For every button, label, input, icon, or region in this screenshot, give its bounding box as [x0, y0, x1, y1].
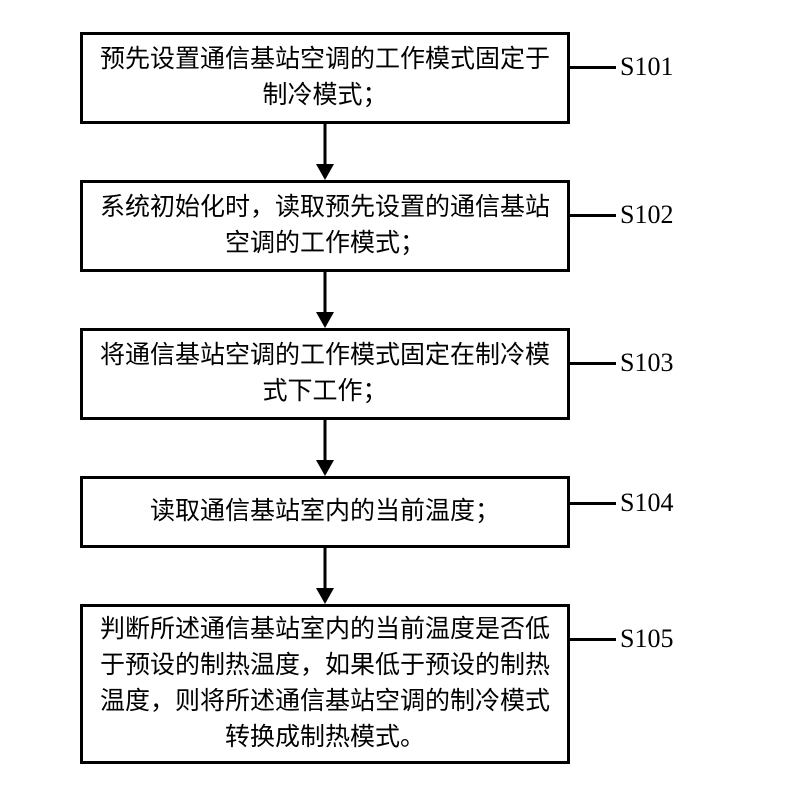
flow-node-s101: 预先设置通信基站空调的工作模式固定于制冷模式； — [80, 32, 570, 124]
flow-node-text: 读取通信基站室内的当前温度； — [150, 494, 500, 530]
arrow-head-icon — [316, 164, 334, 180]
flow-node-text: 预先设置通信基站空调的工作模式固定于制冷模式； — [99, 42, 551, 115]
flow-node-s102: 系统初始化时，读取预先设置的通信基站空调的工作模式； — [80, 180, 570, 272]
flow-node-s103: 将通信基站空调的工作模式固定在制冷模式下工作； — [80, 328, 570, 420]
flow-label-s104: S104 — [620, 488, 673, 518]
flowchart-canvas: 预先设置通信基站空调的工作模式固定于制冷模式； S101 系统初始化时，读取预先设置… — [0, 0, 800, 786]
flow-label-s101: S101 — [620, 52, 673, 82]
flow-node-s104: 读取通信基站室内的当前温度； — [80, 476, 570, 548]
arrow-head-icon — [316, 312, 334, 328]
arrow-line — [324, 420, 327, 460]
flow-node-s105: 判断所述通信基站室内的当前温度是否低于预设的制热温度，如果低于预设的制热温度，则… — [80, 604, 570, 764]
arrow-line — [324, 124, 327, 164]
arrow-head-icon — [316, 460, 334, 476]
flow-node-text: 系统初始化时，读取预先设置的通信基站空调的工作模式； — [99, 190, 551, 263]
flow-label-s102: S102 — [620, 200, 673, 230]
flow-connector — [570, 362, 616, 365]
flow-node-text: 将通信基站空调的工作模式固定在制冷模式下工作； — [99, 338, 551, 411]
flow-label-s103: S103 — [620, 348, 673, 378]
flow-connector — [570, 638, 616, 641]
arrow-line — [324, 272, 327, 312]
flow-connector — [570, 502, 616, 505]
flow-connector — [570, 214, 616, 217]
flow-connector — [570, 66, 616, 69]
arrow-line — [324, 548, 327, 588]
arrow-head-icon — [316, 588, 334, 604]
flow-node-text: 判断所述通信基站室内的当前温度是否低于预设的制热温度，如果低于预设的制热温度，则… — [99, 612, 551, 757]
flow-label-s105: S105 — [620, 624, 673, 654]
